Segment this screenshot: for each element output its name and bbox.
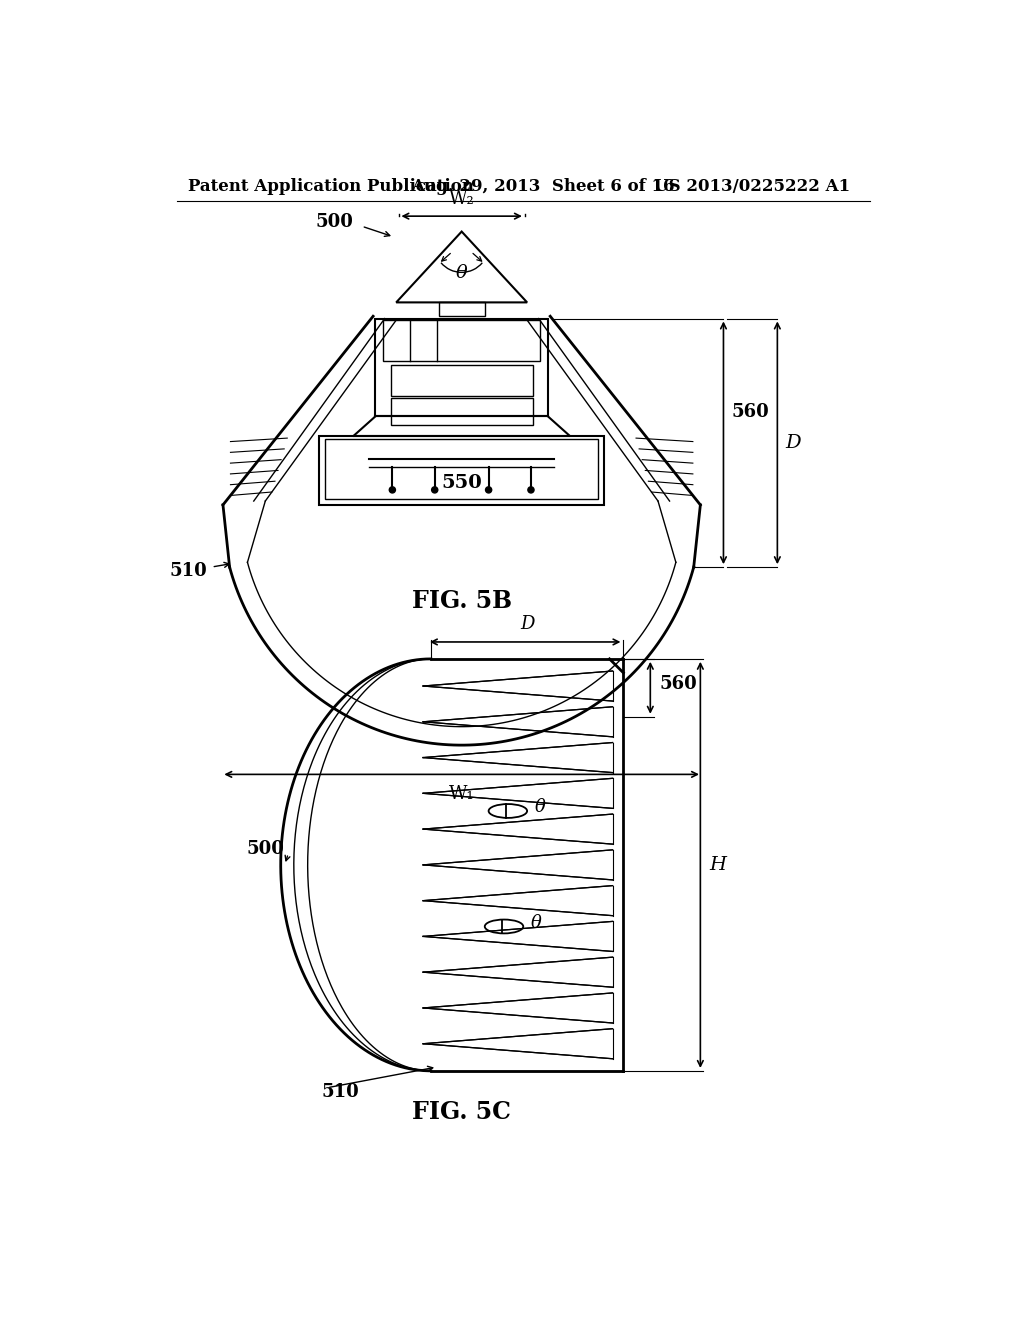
Text: θ: θ: [456, 264, 468, 282]
Text: D: D: [520, 615, 535, 632]
Circle shape: [528, 487, 535, 492]
Text: Aug. 29, 2013  Sheet 6 of 16: Aug. 29, 2013 Sheet 6 of 16: [412, 178, 675, 195]
Bar: [383, 321, 541, 360]
Text: 500: 500: [247, 841, 285, 858]
Text: FIG. 5B: FIG. 5B: [412, 589, 512, 614]
Bar: [319, 436, 604, 506]
Text: D: D: [785, 434, 801, 451]
Circle shape: [389, 487, 395, 492]
Text: 510: 510: [322, 1084, 359, 1101]
Text: 560: 560: [659, 675, 697, 693]
Text: θ: θ: [535, 799, 546, 816]
Bar: [326, 440, 598, 499]
Text: 510: 510: [170, 562, 208, 579]
Bar: [391, 364, 532, 396]
Text: 550: 550: [441, 474, 482, 492]
Text: θ: θ: [531, 913, 542, 932]
Bar: [438, 302, 484, 317]
Bar: [376, 318, 548, 416]
Text: 560: 560: [731, 403, 769, 421]
Text: US 2013/0225222 A1: US 2013/0225222 A1: [654, 178, 850, 195]
Circle shape: [485, 487, 492, 492]
Text: FIG. 5C: FIG. 5C: [413, 1100, 511, 1123]
Text: Patent Application Publication: Patent Application Publication: [188, 178, 474, 195]
Text: W₁: W₁: [449, 785, 474, 803]
Text: 500: 500: [316, 213, 354, 231]
Circle shape: [432, 487, 438, 492]
Text: W₂: W₂: [449, 190, 474, 209]
Text: H: H: [710, 855, 727, 874]
Bar: [391, 397, 532, 425]
